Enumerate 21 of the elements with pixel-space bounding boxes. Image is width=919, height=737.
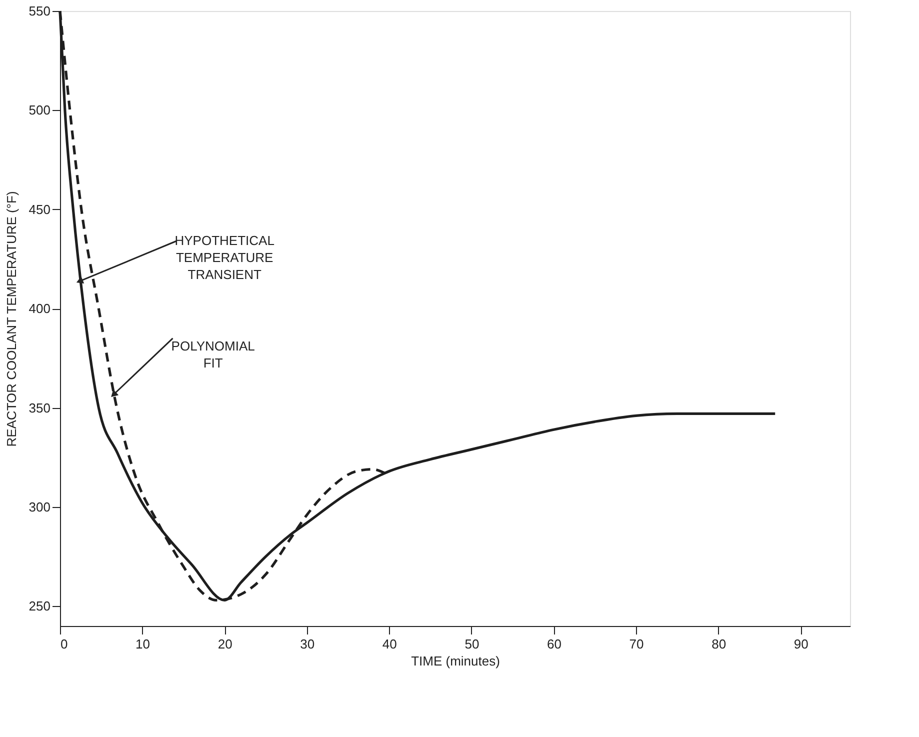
- annotation: HYPOTHETICAL TEMPERATURE TRANSIENT: [174, 233, 274, 282]
- x-tick-label: 10: [136, 636, 150, 652]
- annotation: POLYNOMIAL FIT: [171, 338, 255, 370]
- x-tick-label: 50: [464, 636, 480, 652]
- y-tick-label: 250: [28, 598, 50, 614]
- x-tick-label: 20: [218, 636, 232, 652]
- y-tick-label: 450: [28, 202, 50, 217]
- x-tick-label: 60: [547, 636, 562, 652]
- y-tick-label: 350: [28, 400, 50, 416]
- y-tick-label: 300: [28, 499, 50, 514]
- x-tick-label: 90: [794, 636, 808, 652]
- y-tick-label: 500: [28, 102, 50, 118]
- x-tick-label: 0: [60, 636, 68, 652]
- x-axis-title: TIME (minutes): [411, 654, 500, 668]
- x-tick-label: 80: [712, 636, 726, 652]
- x-tick-label: 40: [382, 636, 397, 652]
- y-tick-label: 400: [28, 301, 50, 316]
- x-tick-label: 30: [300, 636, 315, 652]
- y-tick-label: 550: [28, 4, 50, 18]
- y-axis-title: REACTOR COOLANT TEMPERATURE (°F): [4, 191, 19, 447]
- x-tick-label: 70: [629, 636, 644, 652]
